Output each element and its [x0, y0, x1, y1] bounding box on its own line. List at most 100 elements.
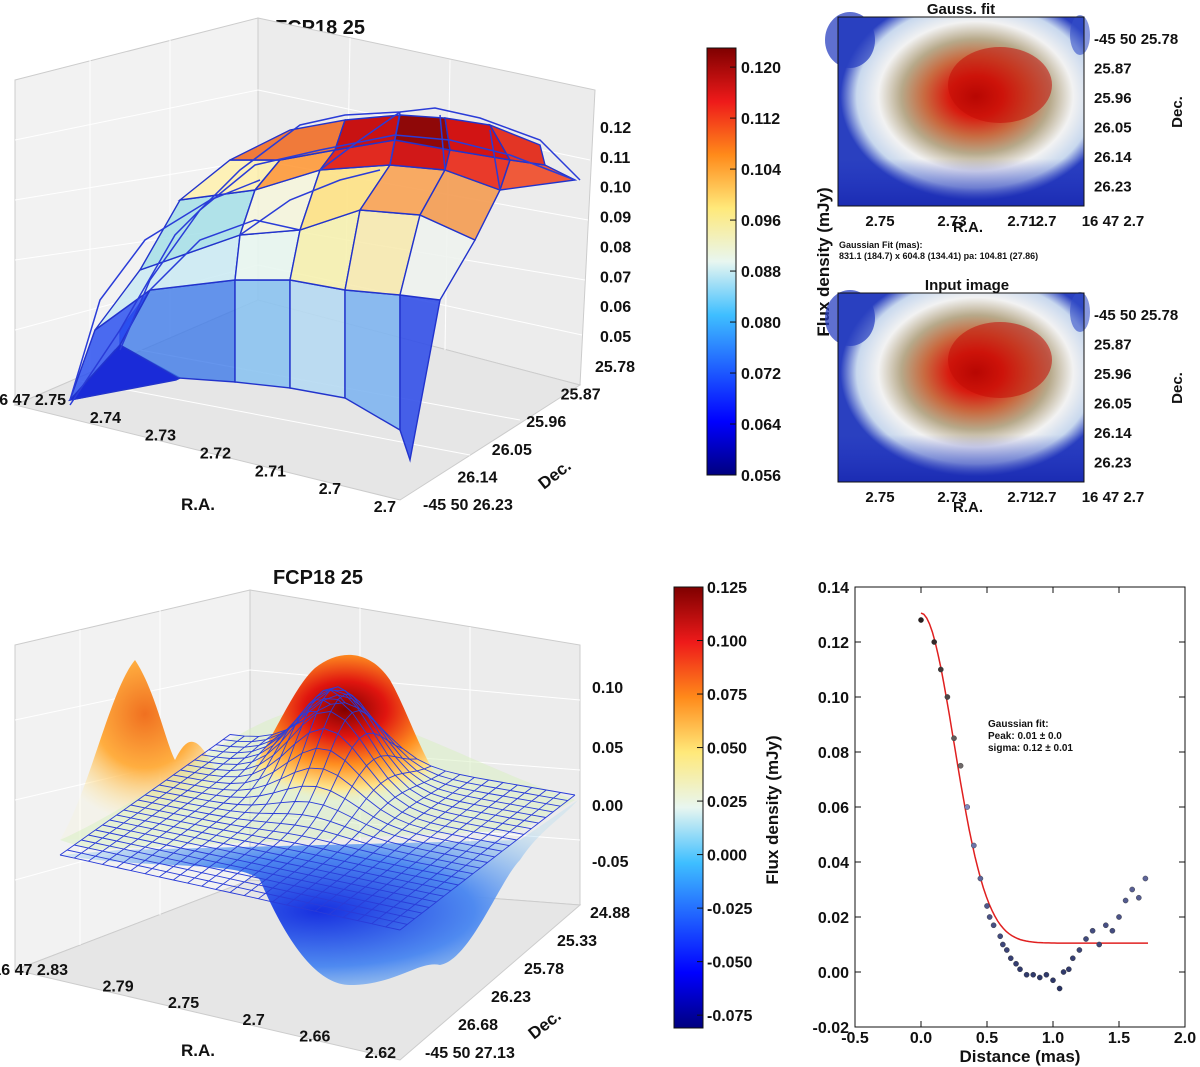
radial-profile-point	[1000, 941, 1006, 948]
colorbar-bottom: 0.125 0.100 0.075 0.050 0.025 0.000 -0.025 -0.0…	[673, 580, 782, 1029]
colorbar-bottom-tick-label: 0.075	[707, 687, 747, 704]
radial-profile-fit-curve	[920, 612, 1148, 944]
gauss-fit-x-ticks: 2.75 2.73 2.712.7 16 47 2.7	[865, 213, 1144, 230]
input-image-x-tick-label: 2.75	[865, 489, 894, 506]
surface-bottom-wire-line	[208, 686, 554, 813]
colorbar-bottom-bar	[673, 586, 704, 1029]
surface-top-x-tick-label: 16 47 2.75	[0, 392, 66, 409]
colorbar-top-tick-label: 0.104	[741, 162, 781, 179]
colorbar-bottom-ticks: 0.125 0.100 0.075 0.050 0.025 0.000 -0.025 -0.0…	[697, 580, 752, 1025]
input-image-y-tick-label: 26.05	[1094, 396, 1132, 413]
radial-profile-annotation-line1: Gaussian fit:	[988, 719, 1049, 730]
gauss-fit-y-tick-label: 26.23	[1094, 179, 1132, 196]
surface-bottom-x-tick-label: 2.75	[168, 995, 199, 1012]
surface-top-y-tick-label: 26.05	[492, 442, 532, 459]
surface-bottom-y-tick-label: 25.78	[524, 961, 564, 978]
surface-top-z-tick-label: 0.09	[600, 210, 631, 227]
gauss-fit-ylabel: Dec.	[1169, 96, 1186, 128]
input-image-x-tick-label: 2.73	[937, 489, 966, 506]
surface-top-x-tick-label: 2.72	[200, 446, 231, 463]
surface-top-y-tick-label: 25.96	[526, 414, 566, 431]
surface-bottom-z-tick-label: 0.10	[592, 680, 623, 697]
surface-top-xlabel: R.A.	[181, 495, 215, 514]
gauss-fit-heatmap	[825, 12, 1090, 207]
surface-top-z-ticks: 0.12 0.11 0.10 0.09 0.08 0.07 0.06 0.05	[600, 120, 631, 346]
radial-profile-point	[1103, 922, 1109, 929]
colorbar-top: 0.120 0.112 0.104 0.096 0.088 0.080 0.072 0.064…	[706, 47, 833, 485]
colorbar-top-tick-label: 0.088	[741, 264, 781, 281]
radial-profile-y-tick-label: 0.02	[818, 910, 849, 927]
radial-profile-y-tick-label: 0.14	[818, 580, 849, 597]
surface-top-y-tick-label: -45 50 26.23	[423, 497, 513, 514]
surface-bottom-z-tick-label: 0.05	[592, 740, 623, 757]
radial-profile-ticks: -0.5 0.0 0.5 1.0 1.5 2.0 -0.02 0.00 0.02 0.04 0.06…	[813, 580, 1197, 1047]
surface-bottom-x-tick-label: 2.62	[365, 1045, 396, 1062]
radial-profile-point	[938, 666, 944, 673]
radial-profile-point	[1122, 897, 1129, 904]
colorbar-bottom-tick-label: -0.075	[707, 1008, 752, 1025]
radial-profile-point	[1116, 914, 1122, 920]
input-image-ylabel: Dec.	[1169, 372, 1186, 404]
input-image-panel: Input image 2.75 2.73 2.712.7 16 47 2.7 -45…	[825, 277, 1186, 516]
surface-top-x-ticks: 16 47 2.75 2.74 2.73 2.72 2.71 2.7 2.7	[0, 392, 396, 516]
colorbar-top-ticks: 0.120 0.112 0.104 0.096 0.088 0.080 0.072 0.064…	[730, 60, 781, 485]
radial-profile-point	[990, 922, 997, 929]
input-image-x-tick-label: 16 47 2.7	[1082, 489, 1145, 506]
input-image-x-tick-label: 2.71	[1007, 489, 1036, 506]
surface-top-x-tick-label: 2.7	[319, 481, 341, 498]
surface-top-x-tick-label: 2.71	[255, 463, 286, 480]
gauss-fit-y-tick-label: 25.87	[1094, 61, 1132, 78]
gauss-fit-y-tick-label: -45 50 25.78	[1094, 31, 1178, 48]
radial-profile-x-tick-label: 0.0	[910, 1030, 932, 1047]
radial-profile-xlabel: Distance (mas)	[960, 1047, 1081, 1066]
radial-profile-point	[1017, 966, 1023, 973]
surface-bottom-ylabel: Dec.	[525, 1006, 565, 1043]
colorbar-bottom-tick-label: 0.000	[707, 848, 747, 865]
surface-top-ylabel: Dec.	[535, 456, 575, 493]
colorbar-top-tick-label: 0.120	[741, 60, 781, 77]
radial-profile-points	[918, 617, 1149, 992]
radial-profile-point	[971, 842, 977, 849]
radial-profile-y-tick-label: 0.08	[818, 745, 849, 762]
colorbar-bottom-tick-label: 0.025	[707, 794, 747, 811]
colorbar-bottom-tick-label: 0.100	[707, 634, 747, 651]
surface-bottom-wire-line	[371, 789, 547, 925]
gauss-fit-y-tick-label: 25.96	[1094, 90, 1132, 107]
surface-bottom-x-tick-label: 16 47 2.83	[0, 962, 68, 979]
input-image-y-ticks: -45 50 25.78 25.87 25.96 26.05 26.14 26.23	[1094, 307, 1178, 472]
colorbar-bottom-tick-label: 0.125	[707, 580, 747, 597]
surface-top-x-tick-label: 2.7	[374, 499, 396, 516]
radial-profile-x-tick-label: 1.0	[1042, 1030, 1064, 1047]
radial-profile-x-tick-label: 1.5	[1108, 1030, 1130, 1047]
gauss-fit-x-tick-label: 16 47 2.7	[1082, 213, 1145, 230]
radial-profile-point	[1060, 969, 1067, 975]
surface-bottom-y-tick-label: -45 50 27.13	[425, 1045, 515, 1062]
surface-bottom-wire-line	[357, 787, 533, 921]
surface-top-y-tick-label: 26.14	[457, 469, 497, 486]
radial-profile-x-tick-label: 0.5	[976, 1030, 998, 1047]
radial-profile-point	[1109, 927, 1116, 934]
radial-profile-point	[1023, 971, 1030, 978]
radial-profile-point	[1043, 971, 1050, 978]
gauss-fit-y-tick-label: 26.05	[1094, 120, 1132, 137]
surface-bottom-wire-line	[222, 694, 568, 802]
colorbar-top-tick-label: 0.096	[741, 213, 781, 230]
surface-bottom-y-tick-label: 24.88	[590, 905, 630, 922]
radial-profile-point	[1037, 974, 1043, 981]
colorbar-top-label: Flux density (mJy)	[814, 187, 833, 336]
radial-profile-frame	[854, 586, 1186, 1028]
surface-bottom-x-tick-label: 2.79	[102, 979, 133, 996]
input-image-x-tick-label: 2.7	[1036, 489, 1057, 506]
gauss-fit-title: Gauss. fit	[927, 1, 995, 18]
surface-bottom-peak	[230, 654, 460, 810]
colorbar-bottom-tick-label: -0.050	[707, 955, 752, 972]
input-image-y-tick-label: -45 50 25.78	[1094, 307, 1178, 324]
surface-bottom-wire-line	[399, 794, 576, 931]
radial-profile-point	[1007, 955, 1014, 962]
radial-profile-point	[1013, 960, 1019, 967]
radial-profile-y-tick-label: 0.12	[818, 635, 849, 652]
input-image-y-tick-label: 25.87	[1094, 337, 1132, 354]
surface-top-z-tick-label: 0.12	[600, 120, 631, 137]
input-image-y-tick-label: 26.14	[1094, 425, 1132, 442]
surface-top-z-tick-label: 0.07	[600, 269, 631, 286]
